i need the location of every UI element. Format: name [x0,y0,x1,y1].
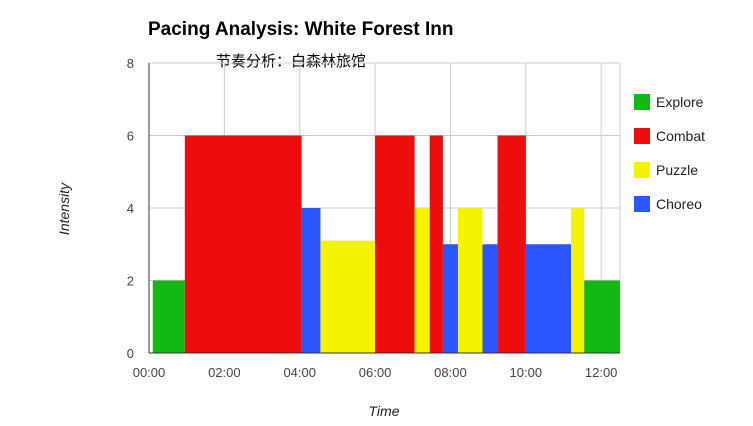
chart-subtitle: 节奏分析：白森林旅馆 [216,52,366,70]
bar-puzzle-3 [320,240,376,353]
y-tick-label: 4 [127,201,134,216]
x-tick-label: 00:00 [133,365,166,380]
bar-choreo-2 [301,208,321,353]
legend-swatch-puzzle [634,162,650,178]
legend-label-choreo: Choreo [656,196,702,212]
y-tick-label: 6 [127,129,134,144]
legend-swatch-combat [634,128,650,144]
bar-combat-6 [429,135,443,353]
legend-label-explore: Explore [656,94,704,110]
bar-puzzle-5 [414,208,430,353]
x-tick-label: 04:00 [283,365,316,380]
y-tick-labels: 0 2 4 6 8 [127,56,134,361]
bar-explore-13 [584,280,620,353]
bar-puzzle-12 [571,208,585,353]
y-tick-label: 8 [127,56,134,71]
legend-label-combat: Combat [656,128,705,144]
bar-choreo-7 [442,244,458,353]
x-tick-label: 08:00 [434,365,467,380]
bar-puzzle-8 [457,208,483,353]
x-axis-label: Time [369,403,400,419]
chart-title: Pacing Analysis: White Forest Inn [148,19,453,40]
axes [148,63,620,354]
y-tick-label: 2 [127,274,134,289]
x-tick-label: 12:00 [585,365,618,380]
bar-combat-4 [375,135,415,353]
x-tick-label: 10:00 [510,365,543,380]
x-tick-label: 06:00 [359,365,392,380]
bar-combat-1 [184,135,302,353]
y-tick-label: 0 [127,346,134,361]
bars [152,135,620,353]
y-axis-label: Intensity [56,182,72,235]
legend-swatch-explore [634,94,650,110]
bar-choreo-9 [482,244,498,353]
legend-label-puzzle: Puzzle [656,162,698,178]
legend: Explore Combat Puzzle Choreo [634,94,705,212]
x-tick-labels: 00:00 02:00 04:00 06:00 08:00 10:00 12:00 [133,365,618,380]
bar-explore-0 [152,280,185,353]
bar-choreo-11 [525,244,572,353]
legend-swatch-choreo [634,196,650,212]
bar-combat-10 [497,135,526,353]
x-tick-label: 02:00 [208,365,241,380]
